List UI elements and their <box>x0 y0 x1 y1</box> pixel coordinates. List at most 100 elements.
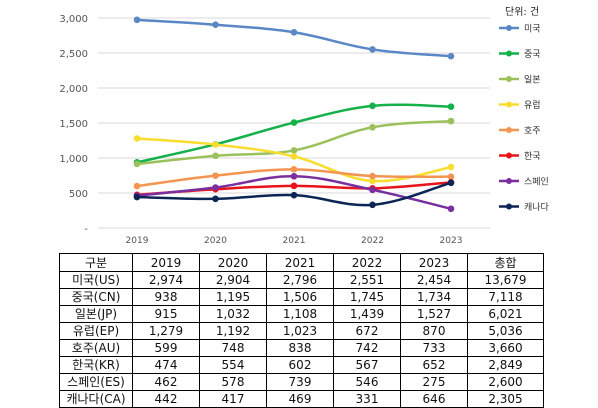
data-point <box>290 147 298 154</box>
legend-label: 미국 <box>524 24 541 35</box>
y-tick-label: 1,000 <box>59 154 88 165</box>
table-cell: 748 <box>199 339 267 357</box>
table-cell: 2,305 <box>467 390 544 408</box>
table-cell: 1,032 <box>199 305 267 323</box>
row-label-cell: 미국(US) <box>59 271 133 289</box>
table-body: 미국(US) 2,974 2,904 2,796 2,551 2,454 13,679 중국(… <box>59 271 544 408</box>
table-cell: 1,527 <box>400 305 468 323</box>
data-point <box>369 186 376 194</box>
data-point <box>447 117 455 125</box>
data-point <box>290 191 298 199</box>
table-cell: 1,192 <box>199 322 267 340</box>
data-point <box>369 172 376 180</box>
table-cell: 469 <box>266 390 334 408</box>
table-row: 한국(KR) 474 554 602 567 652 2,849 <box>59 356 544 374</box>
table-cell: 938 <box>132 288 200 306</box>
table-row: 중국(CN) 938 1,195 1,506 1,745 1,734 7,118 <box>59 288 544 306</box>
table-cell: 1,195 <box>199 288 267 306</box>
table-cell: 733 <box>400 339 468 357</box>
unit-label: 단위: 건 <box>505 7 540 18</box>
legend-marker <box>506 203 512 210</box>
table-cell: 13,679 <box>467 271 544 289</box>
data-point <box>369 123 376 131</box>
table-cell: 331 <box>333 390 401 408</box>
header-cell-2023: 2023 <box>400 253 468 272</box>
header-cell-2021: 2021 <box>266 253 334 272</box>
header-cell-2020: 2020 <box>199 253 267 272</box>
table-cell: 442 <box>132 390 200 408</box>
header-cell-2022: 2022 <box>333 253 401 272</box>
table-cell: 742 <box>333 339 401 357</box>
table-cell: 2,454 <box>400 271 468 289</box>
table-row: 스페인(ES) 462 578 739 546 275 2,600 <box>59 373 544 391</box>
x-axis-ticks: 2019 2020 2021 2022 2023 <box>126 236 463 246</box>
table-cell: 672 <box>333 322 401 340</box>
data-point <box>133 182 141 190</box>
table-row: 미국(US) 2,974 2,904 2,796 2,551 2,454 13,679 <box>59 271 544 289</box>
header-cell-category: 구분 <box>59 253 133 272</box>
table-row: 유럽(EP) 1,279 1,192 1,023 672 870 5,036 <box>59 322 544 340</box>
data-point <box>212 195 219 203</box>
row-label-cell: 유럽(EP) <box>59 322 133 340</box>
data-point <box>369 46 376 53</box>
legend-marker <box>506 152 512 159</box>
data-point <box>212 172 219 179</box>
data-point <box>290 28 298 36</box>
legend-label: 일본 <box>524 75 541 86</box>
x-tick-label: 2019 <box>126 236 149 246</box>
table-cell: 1,745 <box>333 288 401 306</box>
y-tick-label: - <box>84 224 88 235</box>
data-point <box>447 179 455 187</box>
data-point <box>369 177 376 185</box>
legend-marker <box>506 127 512 133</box>
y-tick-label: 1,500 <box>59 119 88 130</box>
row-label-cell: 중국(CN) <box>59 288 133 306</box>
table-cell: 915 <box>132 305 200 323</box>
table-cell: 602 <box>266 356 334 374</box>
legend-marker <box>506 25 512 31</box>
table-row: 캐나다(CA) 442 417 469 331 646 2,305 <box>59 390 544 408</box>
x-tick-label: 2021 <box>283 236 306 246</box>
table-cell: 462 <box>132 373 200 391</box>
data-point <box>290 119 298 126</box>
legend-label: 호주 <box>524 126 541 137</box>
table-cell: 1,439 <box>333 305 401 323</box>
table-cell: 870 <box>400 322 468 340</box>
table-cell: 739 <box>266 373 334 391</box>
header-cell-total: 총합 <box>467 253 544 272</box>
data-point <box>212 141 219 148</box>
y-tick-label: 2,000 <box>59 84 88 95</box>
data-point <box>212 152 219 160</box>
table-cell: 838 <box>266 339 334 357</box>
data-point <box>212 21 219 29</box>
table-row: 일본(JP) 915 1,032 1,108 1,439 1,527 6,021 <box>59 305 544 323</box>
legend-marker <box>506 178 512 184</box>
x-tick-label: 2022 <box>361 236 384 246</box>
y-tick-label: 3,000 <box>59 14 88 25</box>
data-point <box>447 103 455 110</box>
data-point <box>290 182 298 190</box>
y-axis-ticks: - 500 1,000 1,500 2,000 2,500 3,000 <box>59 14 88 235</box>
table-cell: 2,974 <box>132 271 200 289</box>
row-label-cell: 일본(JP) <box>59 305 133 323</box>
data-point <box>133 160 141 168</box>
table-header-row: 구분 2019 2020 2021 2022 2023 총합 <box>59 253 544 272</box>
table-cell: 1,506 <box>266 288 334 306</box>
data-point <box>447 205 455 213</box>
table-cell: 2,600 <box>467 373 544 391</box>
data-point <box>212 184 219 191</box>
legend-label: 한국 <box>524 151 541 162</box>
table-cell: 554 <box>199 356 267 374</box>
data-point <box>447 173 455 180</box>
table-cell: 546 <box>333 373 401 391</box>
y-tick-label: 500 <box>69 189 88 200</box>
x-tick-label: 2023 <box>440 236 463 246</box>
data-point <box>133 16 141 24</box>
x-tick-label: 2020 <box>204 236 227 246</box>
table-cell: 567 <box>333 356 401 374</box>
table-cell: 646 <box>400 390 468 408</box>
series-line <box>136 18 452 58</box>
table-cell: 474 <box>132 356 200 374</box>
legend-marker <box>506 76 512 82</box>
